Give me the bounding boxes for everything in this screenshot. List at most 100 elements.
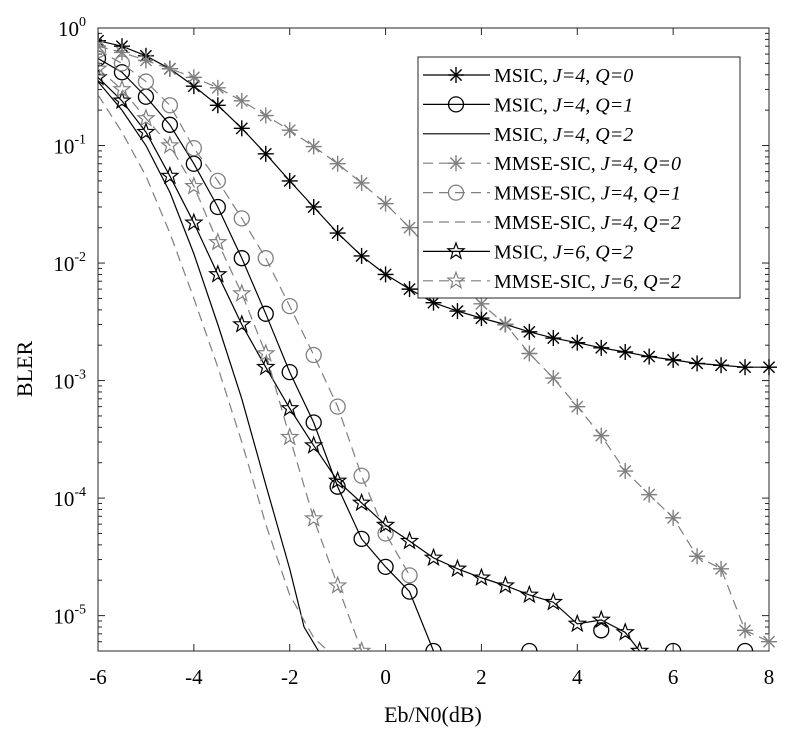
y-tick-label: 10-4 <box>53 485 86 511</box>
data-point <box>353 530 370 548</box>
data-point <box>641 486 658 503</box>
data-point <box>232 283 252 302</box>
data-point <box>593 339 610 356</box>
data-point <box>137 73 155 90</box>
legend-box <box>417 56 741 299</box>
data-point <box>497 316 514 333</box>
data-point <box>521 642 538 651</box>
data-point <box>98 41 107 59</box>
data-point <box>327 470 348 490</box>
data-point <box>449 303 466 320</box>
series-msic-j-6-q-2 <box>98 67 650 651</box>
x-tick-label: 6 <box>668 665 679 689</box>
legend-label: MSIC, J=4, Q=2 <box>494 124 633 146</box>
legend-entry: MSIC, J=4, Q=0 <box>423 65 633 87</box>
data-point <box>761 633 777 650</box>
data-point <box>233 120 250 137</box>
legend-swatch-marker <box>448 155 464 172</box>
legend-entry: MSIC, J=6, Q=2 <box>423 241 633 263</box>
legend-label: MMSE-SIC, J=6, Q=2 <box>494 271 681 293</box>
x-tick-label: -2 <box>281 665 299 689</box>
y-tick-label: 10-3 <box>53 368 86 394</box>
data-point <box>281 172 298 189</box>
data-point <box>112 79 132 98</box>
y-tick-label: 10-2 <box>53 250 86 276</box>
data-point <box>615 622 635 641</box>
data-point <box>545 330 562 347</box>
data-point <box>665 351 682 368</box>
data-point <box>98 58 108 78</box>
data-point <box>255 356 276 376</box>
series-line <box>98 94 329 651</box>
data-point <box>351 492 372 512</box>
data-point <box>233 210 250 227</box>
data-point <box>617 463 634 480</box>
legend-label: MMSE-SIC, J=4, Q=2 <box>494 212 681 234</box>
data-point <box>185 139 203 157</box>
data-point <box>303 435 324 454</box>
data-point <box>327 575 348 594</box>
data-point <box>209 198 226 216</box>
data-point <box>399 530 420 550</box>
legend-entry: MSIC, J=4, Q=2 <box>423 124 633 146</box>
series-mmse-sic-j-4-q-1 <box>98 41 418 584</box>
legend-entry: MMSE-SIC, J=4, Q=2 <box>423 212 681 234</box>
data-point <box>209 172 226 190</box>
data-point <box>257 145 274 162</box>
data-point <box>736 642 754 651</box>
legend-entry: MMSE-SIC, J=6, Q=2 <box>423 270 681 293</box>
data-point <box>232 314 252 333</box>
data-point <box>305 346 322 364</box>
data-point <box>185 69 202 86</box>
tick-labels: -6 -4 -2 0 2 4 6 8 10-5 10-4 10-3 10-2 10-1 100 <box>53 15 774 689</box>
data-point <box>98 50 107 67</box>
data-point <box>521 345 538 362</box>
data-point <box>519 584 540 604</box>
data-point <box>303 508 324 527</box>
data-point <box>351 640 372 651</box>
series-line <box>98 68 363 651</box>
data-point <box>375 514 396 534</box>
data-point <box>136 121 156 141</box>
legend-entry: MMSE-SIC, J=4, Q=0 <box>423 153 681 175</box>
data-point <box>255 343 276 362</box>
data-point <box>713 357 730 374</box>
data-point <box>447 558 468 578</box>
data-point <box>543 591 564 611</box>
data-point <box>161 97 179 114</box>
data-point <box>377 266 394 283</box>
series-mmse-sic-j-4-q-2 <box>98 94 329 651</box>
data-point <box>761 359 777 376</box>
data-point <box>737 622 754 639</box>
series-line <box>98 57 435 651</box>
data-point <box>713 560 730 577</box>
data-point <box>281 122 298 139</box>
x-tick-label: -6 <box>89 665 107 689</box>
data-point <box>665 509 682 526</box>
data-point <box>184 176 204 195</box>
series-line <box>98 81 319 651</box>
legend-swatch-marker <box>446 241 466 260</box>
y-axis-label: BLER <box>12 341 37 398</box>
data-point <box>353 174 370 191</box>
data-point <box>664 642 682 651</box>
data-point <box>473 310 490 327</box>
data-point <box>137 52 154 69</box>
data-point <box>401 583 418 600</box>
y-tick-label: 10-5 <box>53 603 86 629</box>
legend-entry: MMSE-SIC, J=4, Q=1 <box>423 183 681 205</box>
x-tick-label: 4 <box>572 665 583 689</box>
data-point <box>233 92 250 109</box>
y-tick-label: 100 <box>58 15 86 41</box>
data-point <box>425 642 442 651</box>
data-point <box>377 525 394 542</box>
data-point <box>161 116 179 133</box>
data-point <box>281 363 298 381</box>
data-point <box>401 281 418 298</box>
data-point <box>641 348 658 365</box>
data-point <box>329 155 346 172</box>
data-point <box>305 198 322 215</box>
legend-label: MMSE-SIC, J=4, Q=0 <box>494 153 681 175</box>
data-point <box>689 355 706 372</box>
